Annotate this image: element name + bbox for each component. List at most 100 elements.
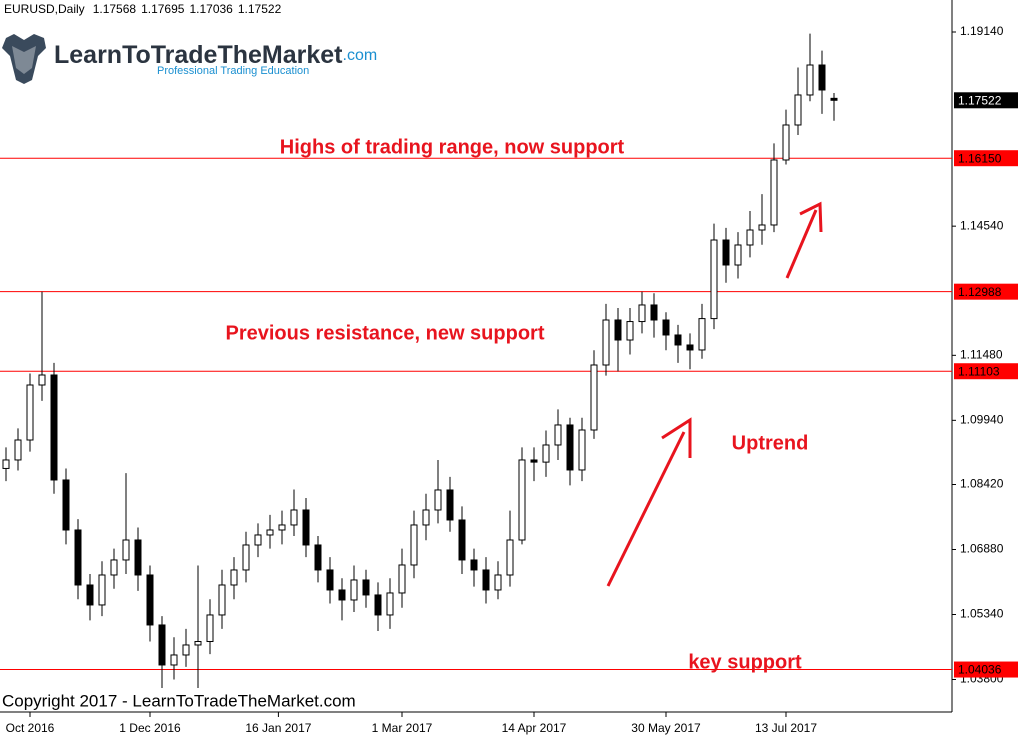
candle-body	[398, 564, 406, 594]
y-tick-label: 1.08420	[960, 477, 1004, 491]
candle-body	[98, 574, 106, 606]
candle-body	[110, 559, 118, 576]
candle-body	[446, 489, 454, 521]
y-tick-label: 1.11480	[960, 347, 1003, 361]
candle-body	[422, 509, 430, 526]
current-price: 1.17522	[958, 93, 1002, 107]
candle-body	[290, 509, 298, 526]
annotation: Highs of trading range, now support	[280, 136, 625, 158]
candle-body	[218, 584, 226, 616]
candle-body	[626, 321, 634, 341]
candle-body	[722, 239, 730, 266]
logo-name: LearnToTradeTheMarket.com	[54, 41, 377, 69]
price-box	[954, 92, 1018, 109]
logo-icon-detail	[12, 46, 36, 74]
candle-body	[482, 569, 490, 591]
candle-body	[170, 654, 178, 666]
candle-body	[638, 304, 646, 323]
candle-body	[794, 94, 802, 126]
level-label: 1.12988	[958, 285, 1002, 299]
candle-body	[50, 374, 58, 481]
candle-body	[410, 524, 418, 566]
candle-body	[542, 444, 550, 463]
candle-body	[818, 64, 826, 91]
x-tick-label: Oct 2016	[6, 721, 55, 735]
candle-body	[86, 584, 94, 606]
candle-body	[314, 544, 322, 571]
annotation: Uptrend	[732, 432, 809, 454]
candle-body	[230, 569, 238, 586]
candle-body	[122, 539, 130, 561]
candle-body	[434, 489, 442, 511]
candle-body	[770, 159, 778, 226]
x-tick-label: 13 Jul 2017	[755, 721, 817, 735]
candle-body	[566, 424, 574, 471]
candle-body	[338, 589, 346, 601]
x-tick-label: 30 May 2017	[631, 721, 701, 735]
candle-body	[518, 459, 526, 541]
arrow-head	[799, 201, 823, 233]
arrow-head	[661, 417, 692, 458]
logo-icon	[2, 34, 46, 84]
x-tick-label: 1 Mar 2017	[372, 721, 433, 735]
candle-body	[782, 124, 790, 161]
x-tick-label: 14 Apr 2017	[502, 721, 567, 735]
y-tick-label: 1.06880	[960, 542, 1004, 556]
arrow	[785, 209, 818, 279]
logo: LearnToTradeTheMarket.com Professional T…	[2, 34, 377, 84]
candle-body	[74, 529, 82, 586]
copyright: Copyright 2017 - LearnToTradeTheMarket.c…	[2, 691, 356, 710]
candle-body	[458, 519, 466, 561]
candle-body	[326, 569, 334, 591]
candle-body	[374, 594, 382, 616]
candle-body	[530, 459, 538, 463]
candle-body	[734, 244, 742, 266]
level-box	[954, 661, 1018, 678]
candle-body	[710, 239, 718, 320]
level-label: 1.04036	[958, 663, 1002, 677]
level-box	[954, 283, 1018, 300]
arrow	[606, 431, 686, 587]
arrows	[606, 201, 823, 587]
y-tick-label: 1.14540	[960, 218, 1004, 232]
candle-body	[302, 509, 310, 546]
candle-body	[578, 429, 586, 471]
x-tick-label: 16 Jan 2017	[245, 721, 311, 735]
candle-body	[746, 229, 754, 246]
level-box	[954, 363, 1018, 380]
candle-body	[182, 644, 190, 656]
candle-body	[554, 424, 562, 446]
annotation: Previous resistance, new support	[226, 322, 545, 344]
candle-body	[206, 614, 214, 643]
candle-body	[506, 539, 514, 576]
candle-body	[242, 544, 250, 571]
candle-body	[254, 534, 262, 546]
level-box	[954, 150, 1018, 167]
candle-body	[650, 304, 658, 321]
level-label: 1.16150	[958, 151, 1002, 165]
candle-body	[26, 384, 34, 441]
symbol-label: EURUSD,Daily 1.17568 1.17695 1.17036 1.17522	[4, 2, 282, 16]
x-tick-label: 1 Dec 2016	[119, 721, 181, 735]
candle-body	[698, 318, 706, 351]
candle-body	[266, 529, 274, 536]
candle-body	[470, 559, 478, 571]
candle-body	[386, 592, 394, 616]
candle-body	[830, 97, 838, 101]
candle-body	[590, 364, 598, 431]
candle-body	[662, 319, 670, 336]
candle-body	[38, 374, 46, 386]
y-tick-label: 1.09940	[960, 413, 1004, 427]
candle-body	[686, 344, 694, 351]
candle-body	[278, 524, 286, 531]
candle-body	[158, 624, 166, 666]
level-label: 1.11103	[958, 364, 1000, 378]
candle-body	[614, 319, 622, 341]
candle-body	[62, 479, 70, 531]
candle-body	[362, 579, 370, 596]
candle-body	[806, 64, 814, 96]
candle-body	[674, 334, 682, 346]
candle-body	[758, 224, 766, 231]
